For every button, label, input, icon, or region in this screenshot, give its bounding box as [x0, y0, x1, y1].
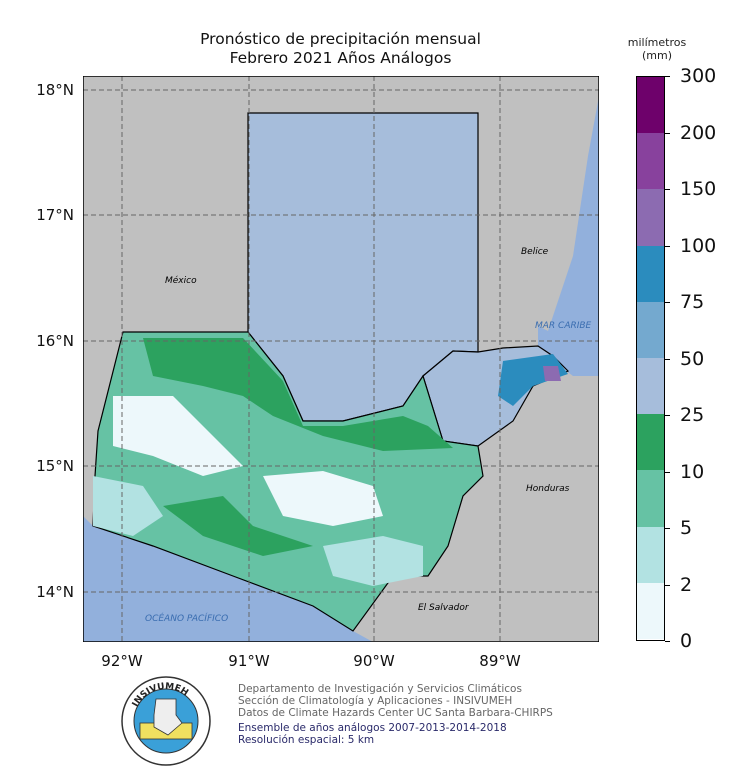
colorbar-tick-label: 25	[680, 404, 705, 426]
colorbar-title-line1: milímetros	[627, 36, 687, 49]
colorbar-bin	[637, 414, 664, 471]
lat-label: 18°N	[36, 81, 74, 99]
insivumeh-logo: INSIVUMEH	[121, 676, 211, 766]
colorbar-bin	[637, 77, 664, 134]
colorbar-tick-label: 0	[680, 630, 693, 652]
colorbar-bin	[637, 526, 664, 583]
colorbar-tick-label: 50	[680, 347, 705, 370]
precipitation-map: México Belice MAR CARIBE Honduras El Sal…	[83, 76, 599, 642]
label-mar-caribe: MAR CARIBE	[535, 321, 592, 331]
footer-line: Resolución espacial: 5 km	[238, 734, 375, 746]
patch-2-5b	[93, 476, 163, 536]
colorbar-tick	[665, 358, 670, 360]
colorbar-bin	[637, 470, 664, 527]
colorbar-tick-label: 75	[680, 291, 705, 313]
colorbar-bin	[637, 582, 664, 639]
colorbar-bin	[637, 358, 664, 415]
lon-label: 91°W	[228, 652, 270, 670]
gridlines	[83, 76, 599, 642]
colorbar-tick	[665, 528, 670, 529]
caribbean-sea	[543, 96, 599, 376]
footer-line: Sección de Climatología y Aplicaciones -…	[238, 695, 513, 707]
label-el-salvador: El Salvador	[418, 603, 470, 613]
colorbar-tick	[665, 132, 670, 134]
colorbar-tick-label: 5	[680, 517, 693, 539]
lat-label: 17°N	[36, 206, 74, 224]
colorbar-bin	[637, 245, 664, 302]
colorbar	[636, 76, 665, 641]
colorbar-bin	[637, 133, 664, 190]
colorbar-tick	[665, 641, 670, 642]
label-mexico: México	[165, 275, 197, 286]
colorbar-tick	[665, 245, 670, 247]
colorbar-bin	[637, 189, 664, 246]
label-oceano-pacifico: OCÉANO PACÍFICO	[145, 612, 228, 624]
patch-10-25-north	[143, 338, 453, 451]
colorbar-tick-label: 10	[680, 460, 705, 483]
colorbar-tick-label: 300	[680, 65, 717, 87]
title-line2: Febrero 2021 Años Análogos	[229, 49, 452, 67]
patch-2-5	[323, 536, 423, 586]
patch-100	[543, 366, 561, 381]
colorbar-tick	[665, 302, 670, 303]
patch-10-25-south	[163, 496, 313, 556]
lat-label: 15°N	[36, 457, 74, 475]
footer-line: Ensemble de años análogos 2007-2013-2014…	[238, 722, 507, 734]
colorbar-tick-label: 200	[680, 121, 717, 144]
colorbar-tick	[665, 189, 670, 190]
colorbar-tick-label: 100	[680, 234, 717, 257]
colorbar-tick	[665, 584, 670, 586]
label-honduras: Honduras	[526, 484, 570, 494]
footer-line: Datos de Climate Hazards Center UC Santa…	[238, 707, 553, 719]
lat-label: 16°N	[36, 332, 74, 350]
colorbar-tick-label: 150	[680, 178, 717, 200]
label-belice: Belice	[521, 247, 549, 257]
gulf-honduras	[538, 326, 599, 376]
colorbar-title: milímetros (mm)	[612, 36, 702, 62]
lat-label: 14°N	[36, 583, 74, 601]
map-title: Pronóstico de precipitación mensual Febr…	[83, 30, 598, 68]
title-line1: Pronóstico de precipitación mensual	[200, 30, 481, 48]
colorbar-tick	[665, 76, 670, 77]
lon-label: 92°W	[101, 652, 143, 670]
footer-credits: Departamento de Investigación y Servicio…	[238, 683, 553, 746]
colorbar-title-line2: (mm)	[641, 49, 672, 62]
colorbar-bin	[637, 301, 664, 358]
colorbar-tick-label: 2	[680, 573, 693, 596]
footer-line: Departamento de Investigación y Servicio…	[238, 683, 522, 695]
lon-label: 89°W	[479, 652, 521, 670]
colorbar-tick	[665, 471, 670, 473]
colorbar-tick	[665, 415, 670, 416]
lon-label: 90°W	[353, 652, 395, 670]
patch-0-2b	[263, 471, 383, 526]
patch-0-2	[113, 396, 243, 476]
